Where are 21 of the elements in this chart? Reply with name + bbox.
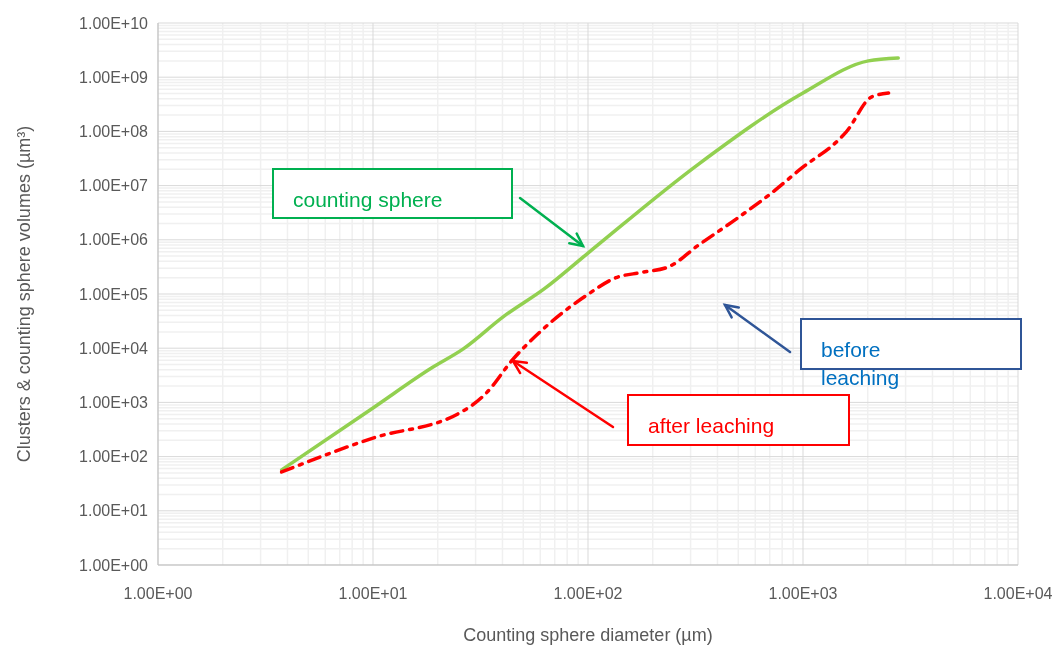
x-tick-label: 1.00E+04 [983,585,1053,602]
annotation: after leaching [648,414,775,437]
y-tick-label: 1.00E+09 [79,68,149,86]
x-tick-label: 1.00E+03 [768,585,838,602]
y-tick-label: 1.00E+06 [79,231,149,249]
x-axis-title: Counting sphere diameter (µm) [463,625,713,645]
y-tick-label: 1.00E+02 [79,448,149,466]
x-tick-label: 1.00E+00 [123,585,193,602]
annotation: counting sphere [293,188,443,211]
y-axis-title: Clusters & counting sphere volumes (µm³) [14,125,34,463]
y-tick-label: 1.00E+01 [79,502,149,520]
y-tick-label: 1.00E+05 [79,285,149,303]
y-tick-label: 1.00E+04 [79,339,149,357]
y-tick-label: 1.00E+08 [79,123,149,140]
y-tick-label: 1.00E+07 [79,177,149,195]
x-tick-label: 1.00E+01 [338,585,408,602]
y-tick-label: 1.00E+10 [79,14,149,32]
x-tick-label: 1.00E+02 [553,585,623,602]
y-tick-label: 1.00E+03 [79,394,149,411]
y-tick-label: 1.00E+00 [79,556,149,574]
annotation: before leaching [821,338,900,389]
